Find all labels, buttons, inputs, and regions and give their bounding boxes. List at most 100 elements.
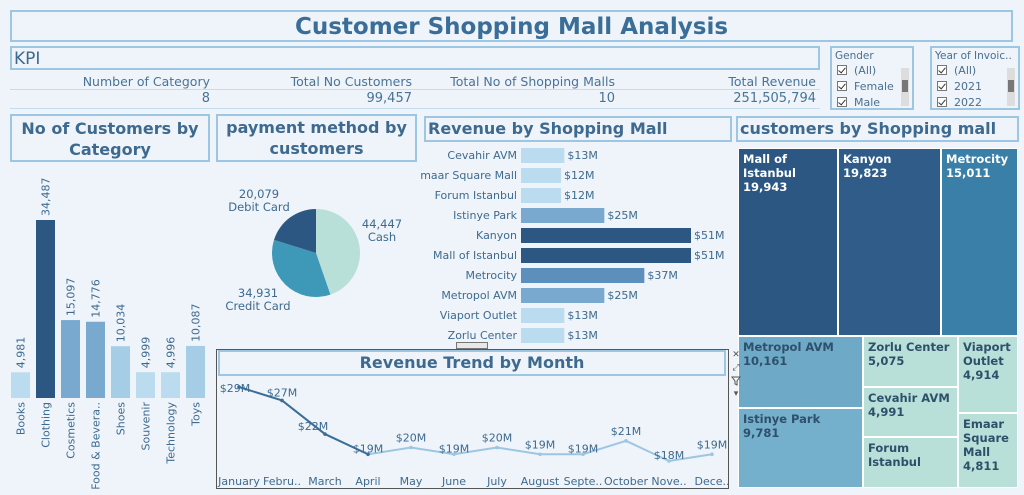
trend-point	[323, 432, 327, 436]
checkbox-icon[interactable]	[937, 81, 947, 91]
treemap-cell-value: 19,943	[743, 180, 788, 194]
kpi-label-3: Total Revenue	[728, 74, 816, 89]
treemap-cell-value: 4,811	[963, 459, 1000, 473]
category-tick-label: Technology	[165, 402, 178, 465]
trend-point	[538, 452, 542, 457]
category-bar	[11, 372, 30, 398]
checkbox-icon[interactable]	[937, 65, 947, 75]
pie-category-label: Credit Card	[225, 299, 290, 313]
mall-bar	[521, 208, 605, 223]
category-tick-label: Clothing	[40, 402, 53, 448]
kpi-label: KPI	[10, 46, 820, 70]
treemap-cell-value: 9,781	[743, 426, 780, 440]
category-tick-label: Food & Bevera..	[90, 402, 103, 490]
trend-point	[409, 445, 413, 450]
year-option[interactable]: (All)	[932, 62, 1018, 78]
checkbox-icon[interactable]	[837, 65, 847, 75]
expand-icon[interactable]: ⤢	[732, 363, 740, 373]
gender-filter-scrollbar[interactable]	[901, 68, 909, 106]
trend-value-label: $21M	[611, 425, 642, 438]
mall-bar	[521, 148, 565, 163]
mall-value-label: $37M	[647, 269, 678, 282]
gender-filter[interactable]: Gender (All) Female Male	[830, 46, 914, 110]
pie-category-label: Cash	[368, 230, 396, 244]
mall-tick-label: Istinye Park	[453, 209, 517, 222]
category-value-label: 10,087	[190, 303, 203, 342]
mall-tick-label: Forum Istanbul	[435, 189, 517, 202]
revenue-mall-bar-chart: Cevahir AVM $13M Emaar Square Mall $12M Foru…	[420, 148, 725, 343]
category-value-label: 4,996	[165, 337, 178, 369]
checkbox-icon[interactable]	[837, 97, 847, 107]
gender-option[interactable]: Male	[832, 94, 912, 108]
mall-tick-label: Metropol AVM	[441, 289, 517, 302]
trend-value-label: $19M	[568, 442, 599, 455]
treemap-cell: Zorlu Center 5,075	[863, 336, 958, 387]
trend-point	[237, 385, 241, 389]
category-bar	[136, 372, 155, 398]
trend-line-segment	[238, 386, 369, 456]
trend-tick-label: July	[486, 475, 507, 488]
kpi-value-2: 10	[598, 91, 615, 106]
pie-slice	[272, 239, 331, 297]
treemap-cell: Kanyon 19,823	[838, 148, 941, 336]
mall-tick-label: Kanyon	[476, 229, 517, 242]
mall-value-label: $25M	[607, 289, 638, 302]
category-bar	[61, 320, 80, 398]
category-section-title: No of Customers by Category	[10, 114, 210, 162]
year-filter-scrollbar[interactable]	[1007, 68, 1015, 106]
checkbox-icon[interactable]	[937, 97, 947, 107]
filter-icon[interactable]	[731, 376, 741, 386]
mall-bar	[521, 228, 691, 243]
kpi-label-0: Number of Category	[82, 74, 210, 89]
treemap-cell: Emaar Square Mall 4,811	[958, 413, 1018, 488]
treemap-cell-name: Istinye Park	[743, 412, 821, 426]
trend-point	[495, 445, 499, 450]
mall-tick-label: Mall of Istanbul	[433, 249, 517, 262]
category-value-label: 4,981	[15, 337, 28, 369]
trend-point	[366, 452, 370, 457]
year-filter[interactable]: Year of Invoic.. (All) 2021 2022	[930, 46, 1020, 110]
category-value-label: 10,034	[115, 304, 128, 343]
kpi-label-2: Total No of Shopping Malls	[450, 74, 615, 89]
kpi-value-1: 99,457	[366, 91, 413, 106]
category-bar	[161, 372, 180, 398]
year-option-label: 2021	[954, 79, 982, 93]
checkbox-icon[interactable]	[837, 81, 847, 91]
treemap-cell: Forum Istanbul	[863, 437, 958, 488]
trend-value-label: $29M	[220, 382, 251, 395]
year-option[interactable]: 2021	[932, 78, 1018, 94]
payment-section-title: payment method by customers	[216, 114, 417, 162]
treemap-cell: Istinye Park 9,781	[738, 408, 863, 488]
gender-option-label: Female	[854, 79, 894, 93]
treemap-cell-name: Viaport Outlet	[963, 340, 1011, 368]
category-tick-label: Souvenir	[140, 402, 153, 451]
pie-slice	[316, 209, 360, 295]
mall-value-label: $13M	[567, 149, 598, 162]
drag-handle[interactable]	[456, 342, 488, 349]
trend-value-label: $19M	[439, 442, 470, 455]
treemap-cell-name: Metrocity	[946, 152, 1009, 166]
gender-option[interactable]: Female	[832, 78, 912, 94]
category-tick-label: Shoes	[115, 402, 128, 435]
treemap-cell-value: 4,914	[963, 368, 1000, 382]
trend-tick-label: October	[604, 475, 648, 488]
trend-tick-label: August	[521, 475, 560, 488]
category-tick-label: Toys	[190, 402, 203, 427]
treemap-cell-value: 4,991	[868, 405, 905, 419]
trend-tick-label: Septe..	[564, 475, 603, 488]
treemap-cell: Metrocity 15,011	[941, 148, 1018, 336]
trend-point	[452, 452, 456, 457]
trend-point	[624, 439, 628, 443]
trend-point	[581, 452, 585, 457]
mall-value-label: $13M	[567, 309, 598, 322]
close-icon[interactable]: ✕	[732, 350, 740, 360]
kpi-divider	[10, 89, 820, 90]
trend-tick-label: April	[355, 475, 380, 488]
year-option[interactable]: 2022	[932, 94, 1018, 108]
revenue-trend-line-chart: $29M January $27M Febru.. $22M March $19M April…	[217, 382, 728, 488]
gender-option-label: (All)	[854, 63, 877, 77]
mall-tick-label: Emaar Square Mall	[420, 169, 517, 182]
gender-option[interactable]: (All)	[832, 62, 912, 78]
more-options-icon[interactable]: ▾	[733, 389, 739, 399]
trend-value-label: $18M	[654, 449, 685, 462]
